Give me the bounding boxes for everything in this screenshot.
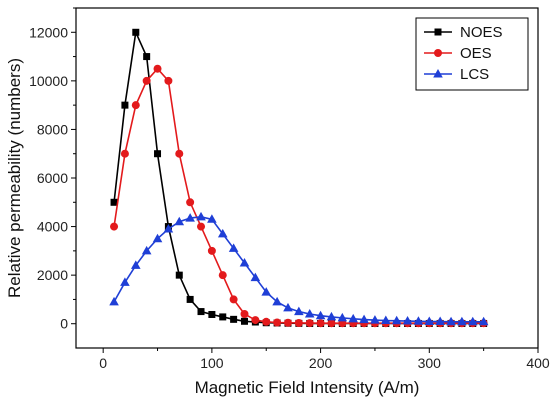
data-point-lcs (315, 310, 326, 320)
y-tick-label: 12000 (29, 24, 68, 40)
x-tick-label: 200 (309, 355, 333, 371)
data-point-lcs (130, 260, 141, 269)
data-point-lcs (228, 243, 239, 252)
series-lcs (109, 211, 489, 326)
data-point-lcs (348, 313, 358, 323)
data-point-lcs (185, 213, 195, 222)
data-point-oes (240, 310, 249, 318)
x-tick-label: 100 (200, 355, 224, 371)
series-oes (110, 64, 488, 328)
data-point-oes (131, 101, 140, 110)
data-point-oes (283, 318, 292, 327)
data-point-lcs (391, 315, 402, 325)
data-point-noes (186, 295, 194, 303)
data-point-lcs (337, 312, 348, 322)
data-point-oes (110, 222, 119, 231)
y-tick-label: 2000 (37, 267, 68, 283)
data-point-lcs (381, 315, 391, 325)
data-point-noes (121, 101, 129, 109)
x-tick-label: 0 (99, 355, 107, 371)
data-point-lcs (294, 306, 304, 316)
plot-series (109, 28, 489, 328)
y-tick-label: 4000 (37, 219, 68, 235)
x-tick-label: 400 (526, 355, 550, 371)
data-point-oes (120, 149, 129, 158)
legend-item-oes: OES (424, 45, 492, 62)
y-tick-label: 0 (60, 316, 68, 332)
data-point-noes (154, 150, 162, 158)
data-point-lcs (402, 316, 413, 325)
data-point-noes (219, 313, 227, 321)
data-point-lcs (478, 316, 489, 326)
data-point-lcs (370, 315, 380, 324)
data-point-lcs (272, 296, 282, 306)
data-point-lcs (207, 214, 217, 223)
data-point-noes (230, 315, 238, 323)
series-line-oes (113, 67, 484, 325)
data-point-noes (110, 198, 118, 206)
data-point-lcs (467, 316, 478, 326)
data-point-noes (143, 53, 151, 61)
data-point-oes (229, 295, 238, 304)
data-point-lcs (141, 245, 152, 255)
data-point-lcs (217, 228, 228, 238)
x-tick-label: 300 (418, 355, 442, 371)
legend-item-noes: NOES (424, 24, 503, 41)
data-point-oes (327, 319, 336, 328)
data-point-lcs (359, 314, 369, 324)
data-point-lcs (152, 233, 163, 243)
data-point-lcs (326, 311, 337, 321)
y-tick-label: 6000 (37, 170, 68, 186)
data-point-noes (208, 310, 216, 318)
data-point-oes (273, 318, 282, 327)
data-point-lcs (413, 316, 424, 325)
plot-frame (75, 7, 539, 349)
data-point-noes (132, 28, 140, 36)
data-point-oes (153, 64, 162, 73)
y-tick-label: 8000 (37, 121, 68, 137)
legend-marker-lcs (433, 69, 443, 78)
y-tick-label: 10000 (29, 73, 68, 89)
legend: NOES OES LCS (415, 17, 529, 91)
data-point-lcs (457, 316, 467, 326)
legend-marker-noes (434, 28, 442, 36)
data-point-lcs (250, 272, 261, 282)
data-point-noes (240, 317, 248, 325)
data-point-oes (164, 76, 173, 85)
legend-marker-oes (434, 49, 442, 57)
data-point-lcs (304, 309, 315, 318)
data-point-lcs (261, 287, 272, 296)
data-point-oes (186, 198, 195, 207)
data-point-lcs (120, 277, 130, 286)
data-point-oes (218, 271, 227, 280)
data-point-lcs (163, 224, 174, 233)
data-point-oes (251, 316, 260, 325)
data-point-oes (207, 246, 216, 255)
data-point-lcs (283, 302, 293, 312)
data-point-oes (294, 318, 303, 327)
y-axis-label: Relative permeability (numbers) (5, 58, 24, 298)
data-point-lcs (196, 211, 206, 221)
legend-label-oes: OES (460, 45, 492, 62)
legend-label-noes: NOES (460, 24, 503, 41)
data-point-oes (175, 149, 184, 158)
data-point-oes (305, 319, 314, 328)
data-point-lcs (109, 296, 119, 306)
data-point-oes (197, 222, 206, 231)
data-point-lcs (239, 258, 250, 267)
data-point-oes (262, 317, 271, 326)
data-point-oes (316, 319, 325, 328)
data-point-lcs (435, 316, 445, 326)
data-point-lcs (424, 316, 435, 326)
legend-item-lcs: LCS (424, 66, 489, 83)
data-point-noes (197, 308, 205, 316)
data-point-lcs (174, 216, 185, 226)
data-point-noes (175, 271, 183, 279)
data-point-lcs (446, 316, 456, 326)
x-axis-label: Magnetic Field Intensity (A/m) (195, 378, 420, 397)
data-point-oes (142, 76, 151, 85)
legend-label-lcs: LCS (460, 66, 489, 83)
